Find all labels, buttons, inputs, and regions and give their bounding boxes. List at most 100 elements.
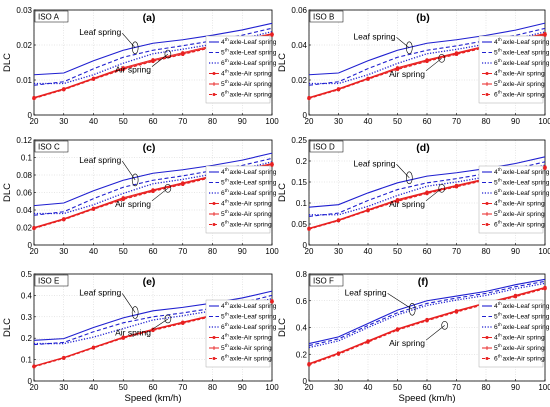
legend-superscript: th	[498, 301, 502, 306]
series-point-6	[91, 207, 96, 211]
series-point-6	[307, 363, 311, 367]
legend-number: 6	[494, 222, 498, 229]
series-point-6	[336, 219, 341, 223]
panel-letter: (e)	[143, 276, 156, 288]
legend-number: 6	[494, 60, 498, 67]
x-tick-label: 100	[538, 383, 550, 392]
legend-marker	[212, 93, 216, 96]
legend-label: axle-Air spring	[230, 335, 272, 342]
series-line-2	[308, 280, 546, 347]
y-tick-label: 0.02	[291, 76, 307, 85]
y-tick-label: 0.06	[16, 189, 32, 198]
legend-number: 6	[494, 324, 498, 331]
x-tick-label: 60	[149, 383, 158, 392]
legend-label: axle-Leaf spring	[230, 324, 277, 331]
x-tick-label: 80	[208, 383, 217, 392]
legend-superscript: th	[225, 48, 229, 53]
legend-superscript: th	[498, 354, 502, 359]
legend-superscript: th	[225, 167, 229, 172]
legend-label: axle-Air spring	[503, 356, 545, 363]
x-tick-label: 100	[265, 117, 279, 126]
x-tick-label: 20	[30, 383, 39, 392]
chart-panel-4: 20 30 40 50 60 70 80 90 100 0 0.05 0.1 0.15 0.2 0.25 DL…	[277, 136, 550, 256]
x-tick-label: 90	[511, 117, 520, 126]
x-tick-label: 80	[482, 247, 491, 256]
series-point-6	[395, 199, 400, 203]
iso-label: ISO C	[38, 143, 60, 152]
legend-number: 5	[221, 345, 225, 352]
leaf-spring-leader	[122, 160, 136, 181]
x-tick-label: 30	[59, 247, 68, 256]
series-point-6	[151, 189, 155, 194]
x-tick-label: 30	[334, 117, 343, 126]
legend-number: 4	[494, 71, 498, 78]
x-tick-label: 100	[538, 247, 550, 256]
legend-number: 5	[494, 345, 498, 352]
leaf-spring-annotation: Leaf spring	[79, 27, 121, 37]
legend-label: axle-Leaf spring	[503, 190, 550, 197]
legend-marker	[485, 93, 489, 96]
x-tick-label: 40	[364, 383, 373, 392]
legend-label: axle-Air spring	[230, 71, 272, 78]
legend-superscript: th	[498, 322, 502, 327]
iso-box	[34, 140, 69, 153]
legend-number: 6	[221, 92, 225, 99]
y-tick-label: 0.05	[291, 220, 307, 229]
series-point-6	[270, 300, 274, 304]
y-tick-label: 0.12	[16, 136, 32, 145]
y-tick-label: 0.15	[291, 178, 307, 187]
series-point-6	[91, 346, 96, 350]
x-tick-label: 50	[393, 383, 402, 392]
legend-marker	[485, 336, 489, 339]
legend-label: axle-Leaf spring	[503, 180, 550, 187]
series-point-6	[425, 319, 429, 323]
legend-number: 4	[221, 201, 225, 208]
iso-box	[309, 140, 344, 153]
legend-box	[478, 299, 544, 368]
legend-number: 5	[221, 314, 225, 321]
legend-marker	[485, 357, 489, 360]
y-axis-label: DLC	[277, 183, 288, 202]
legend-superscript: th	[498, 343, 502, 348]
y-axis-label: DLC	[277, 53, 288, 72]
iso-box	[309, 10, 344, 23]
x-tick-label: 100	[538, 117, 550, 126]
legend-superscript: th	[498, 209, 502, 214]
air-spring-annotation: Air spring	[115, 328, 151, 338]
air-spring-annotation: Air spring	[115, 199, 151, 209]
legend-label: axle-Leaf spring	[503, 324, 550, 331]
air-spring-ellipse	[438, 184, 446, 193]
legend-label: axle-Leaf spring	[230, 39, 277, 46]
legend-label: axle-Air spring	[503, 211, 545, 218]
legend-number: 4	[221, 39, 225, 46]
legend-box	[205, 35, 271, 104]
legend-superscript: th	[498, 333, 502, 338]
legend-number: 4	[221, 303, 225, 310]
y-tick-label: 0.02	[16, 41, 32, 50]
legend-superscript: th	[225, 90, 229, 95]
series-point-6	[91, 77, 96, 81]
y-tick-label: 0	[303, 111, 308, 120]
legend-label: axle-Air spring	[230, 222, 272, 229]
x-tick-label: 70	[452, 383, 461, 392]
legend-marker	[212, 336, 216, 339]
legend-number: 5	[221, 81, 225, 88]
leaf-spring-ellipse	[405, 171, 413, 185]
series-point-6	[366, 340, 370, 344]
iso-label: ISO D	[313, 143, 335, 152]
legend-number: 4	[221, 335, 225, 342]
x-tick-label: 50	[393, 117, 402, 126]
air-spring-ellipse	[438, 53, 446, 63]
legend-label: axle-Leaf spring	[503, 39, 550, 46]
leaf-spring-leader	[396, 164, 410, 179]
chart-panel-6: 20 30 40 50 60 70 80 90 100 0 0.2 0.4 0.6 0.8 DLC Speed…	[277, 270, 550, 404]
series-point-6	[307, 96, 311, 101]
legend-number: 6	[494, 92, 498, 99]
legend-number: 4	[494, 303, 498, 310]
series-line-1	[308, 156, 546, 208]
legend-label: axle-Leaf spring	[503, 50, 550, 57]
series-line-3	[34, 31, 273, 85]
